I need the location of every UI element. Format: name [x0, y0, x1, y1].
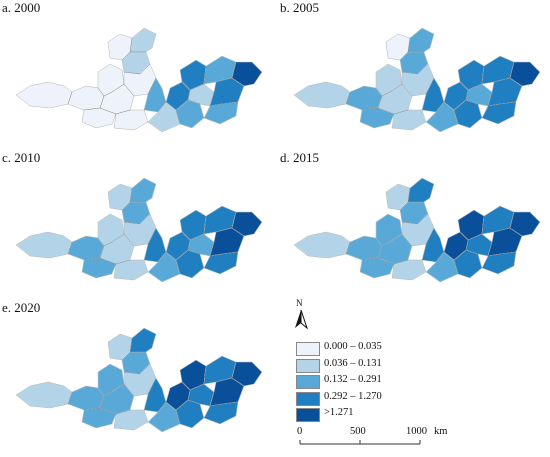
- region-2: [67, 235, 105, 261]
- map-canvas-a: [15, 27, 263, 133]
- legend-label: 0.132 – 0.291: [324, 374, 382, 385]
- scale-tick-500: 500: [350, 426, 366, 437]
- scale-bar: 0 500 1000 km: [292, 426, 542, 450]
- basin-outline: [293, 27, 541, 133]
- legend-label: 0.000 – 0.035: [324, 341, 382, 352]
- legend-label: 0.292 – 1.270: [324, 390, 382, 402]
- map-canvas-d: [293, 177, 541, 283]
- panel-title-b: b. 2005: [280, 0, 319, 15]
- legend-swatch: [296, 358, 320, 373]
- panel-title-e: e. 2020: [2, 300, 41, 315]
- region-2: [67, 85, 105, 111]
- map-legend: N 0.000 – 0.035 0.036 – 0.131 0.132 – 0.29…: [292, 298, 542, 450]
- legend-swatch: [296, 342, 320, 356]
- north-arrow: N: [292, 298, 310, 330]
- region-7: [407, 177, 435, 203]
- basin-outline: [15, 327, 263, 433]
- legend-swatch: [296, 375, 320, 389]
- basin-outline: [15, 27, 263, 133]
- scale-tick-0: 0: [297, 426, 303, 437]
- panel-title-c: c. 2010: [2, 150, 41, 165]
- basin-outline: [293, 177, 541, 283]
- map-canvas-e: [15, 327, 263, 433]
- basin-outline: [15, 177, 263, 283]
- scale-tick-1000: 1000: [406, 426, 427, 437]
- map-canvas-c: [15, 177, 263, 283]
- region-2: [345, 85, 383, 111]
- map-panel-c: c. 2010: [0, 150, 272, 298]
- map-panel-b: b. 2005: [278, 0, 550, 148]
- legend-label: 0.036 – 0.131: [324, 357, 382, 369]
- region-7: [129, 177, 157, 203]
- region-7: [129, 327, 157, 353]
- north-letter: N: [296, 298, 303, 308]
- region-7: [407, 27, 435, 53]
- legend-swatch: [296, 391, 320, 406]
- region-2: [67, 385, 105, 411]
- region-7: [129, 27, 157, 53]
- map-canvas-b: [293, 27, 541, 133]
- map-panel-a: a. 2000: [0, 0, 272, 148]
- scale-unit: km: [434, 426, 448, 437]
- panel-title-a: a. 2000: [2, 0, 41, 15]
- panel-title-d: d. 2015: [280, 150, 319, 165]
- north-arrow-icon: [295, 309, 309, 330]
- legend-label: >1.271: [324, 407, 354, 418]
- legend-swatch: [296, 408, 320, 422]
- map-panel-d: d. 2015: [278, 150, 550, 298]
- region-2: [345, 235, 383, 261]
- map-panel-e: e. 2020: [0, 300, 272, 448]
- scale-bar-line: [299, 440, 421, 445]
